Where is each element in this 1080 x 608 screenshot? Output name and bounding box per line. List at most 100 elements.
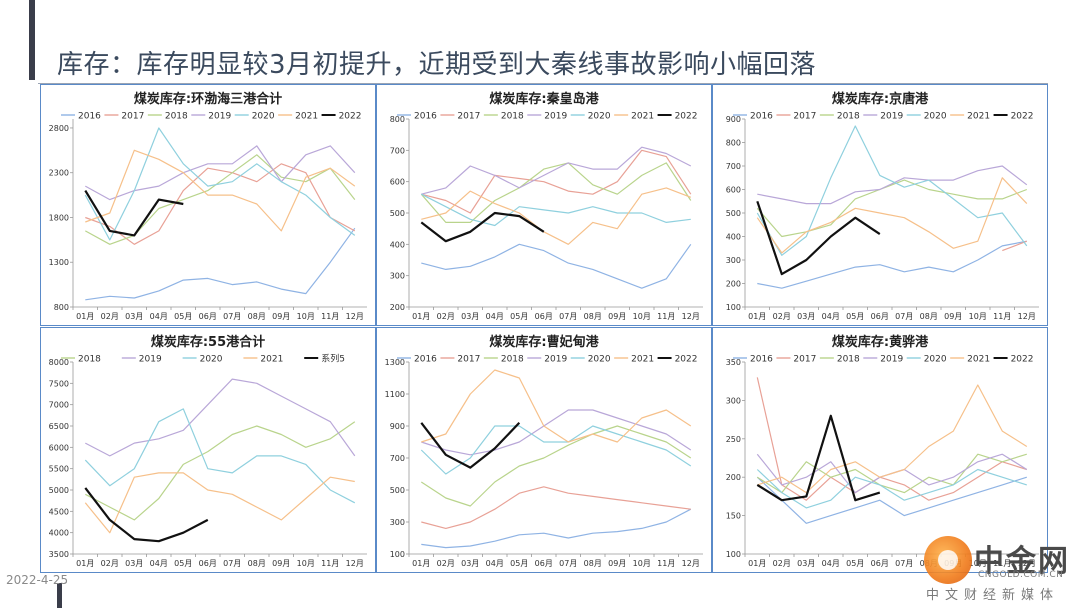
series-line-2016 (756, 476, 1027, 524)
chart-panel-caofeidian: 煤炭库存:曹妃甸港 2016 2017 2018 2019 2020 2021 2022 100… (376, 327, 712, 573)
series-line-2022 (84, 190, 184, 237)
watermark-url: CNGOLD.COM.CN (978, 570, 1064, 580)
y-tick-label: 200 (726, 473, 741, 482)
accent-bar-bottom (57, 583, 62, 608)
series-line-2020 (756, 125, 1028, 256)
series-line-2020 (756, 468, 1027, 509)
y-tick-label: 350 (726, 358, 741, 367)
series-line-2021 (756, 177, 1028, 254)
x-tick-label: 03月 (797, 559, 815, 568)
x-tick-label: 03月 (797, 312, 815, 321)
legend-label: 2017 (457, 112, 480, 122)
y-tick-label: 7000 (49, 401, 69, 410)
y-tick-label: 500 (390, 209, 405, 218)
x-tick-label: 06月 (535, 559, 553, 568)
legend-label: 2019 (208, 112, 231, 122)
x-tick-label: 01月 (76, 559, 94, 568)
x-tick-label: 02月 (437, 559, 455, 568)
y-tick-label: 700 (390, 454, 405, 463)
chart-panel-jingtang: 煤炭库存:京唐港 2016 2017 2018 2019 2020 2021 2022 100 2… (712, 84, 1048, 326)
legend-label: 2021 (967, 112, 990, 122)
y-tick-label: 1100 (385, 390, 405, 399)
legend-label: 2021 (260, 355, 283, 365)
legend-label: 2020 (252, 112, 275, 122)
series-line-2021 (421, 369, 692, 443)
series-line-2021 (757, 384, 1028, 494)
x-tick-label: 10月 (633, 312, 651, 321)
x-tick-label: 11月 (657, 559, 675, 568)
x-tick-label: 01月 (412, 312, 430, 321)
x-tick-label: 09月 (608, 312, 626, 321)
x-tick-label: 07月 (559, 312, 577, 321)
series-line-2016 (421, 243, 692, 289)
x-tick-label: 12月 (1018, 312, 1036, 321)
y-tick-label: 5000 (49, 486, 69, 495)
date-label: 2022-4-25 (6, 573, 69, 587)
series-line-系列5 (84, 487, 209, 543)
legend-label: 2021 (967, 355, 990, 365)
x-tick-label: 09月 (272, 559, 290, 568)
accent-bar-top (29, 0, 35, 80)
y-tick-label: 900 (726, 115, 741, 124)
y-tick-label: 400 (726, 233, 741, 242)
y-tick-label: 800 (390, 115, 405, 124)
legend-label: 2016 (414, 355, 437, 365)
y-tick-label: 600 (726, 186, 741, 195)
series-line-2016 (85, 227, 356, 301)
series-line-2021 (85, 149, 356, 232)
x-tick-label: 11月 (993, 559, 1011, 568)
series-line-2017 (85, 163, 356, 245)
x-tick-label: 09月 (608, 559, 626, 568)
x-tick-label: 12月 (1018, 559, 1036, 568)
x-tick-label: 02月 (773, 312, 791, 321)
x-tick-label: 01月 (76, 312, 94, 321)
y-tick-label: 250 (726, 435, 741, 444)
legend-label: 2022 (1011, 112, 1034, 122)
x-tick-label: 06月 (535, 312, 553, 321)
x-tick-label: 05月 (510, 312, 528, 321)
y-tick-label: 800 (54, 303, 69, 312)
series-line-2020 (421, 193, 691, 227)
x-tick-label: 02月 (101, 559, 119, 568)
x-tick-label: 02月 (437, 312, 455, 321)
x-tick-label: 05月 (174, 312, 192, 321)
x-tick-label: 02月 (773, 559, 791, 568)
x-tick-label: 10月 (969, 312, 987, 321)
watermark-logo: 中金网 CNGOLD.COM.CN 中文财经新媒体 (920, 532, 1070, 606)
series-line-2021 (421, 187, 692, 245)
y-tick-label: 100 (726, 303, 741, 312)
y-tick-label: 300 (726, 256, 741, 265)
y-tick-label: 4000 (49, 529, 69, 538)
x-tick-label: 10月 (297, 559, 315, 568)
legend-label: 2018 (837, 355, 860, 365)
series-line-2019 (85, 378, 356, 457)
x-tick-label: 03月 (125, 559, 143, 568)
y-tick-label: 7500 (49, 379, 69, 388)
series-line-2018 (756, 453, 1027, 494)
x-tick-label: 07月 (895, 312, 913, 321)
series-line-2017 (421, 149, 692, 214)
x-tick-label: 11月 (657, 312, 675, 321)
legend-label: 2020 (924, 112, 947, 122)
x-tick-label: 11月 (321, 312, 339, 321)
legend-label: 2018 (78, 355, 101, 365)
y-tick-label: 100 (726, 550, 741, 559)
y-tick-label: 1300 (49, 258, 69, 267)
x-tick-label: 04月 (150, 559, 168, 568)
legend-label: 2019 (544, 355, 567, 365)
x-tick-label: 04月 (486, 312, 504, 321)
legend-label: 2020 (200, 355, 223, 365)
x-tick-label: 07月 (895, 559, 913, 568)
y-tick-label: 700 (390, 146, 405, 155)
x-tick-label: 01月 (748, 559, 766, 568)
y-tick-label: 5500 (49, 465, 69, 474)
x-tick-label: 05月 (846, 559, 864, 568)
y-tick-label: 4500 (49, 507, 69, 516)
y-tick-label: 500 (390, 486, 405, 495)
legend-label: 2017 (121, 112, 144, 122)
legend-label: 2017 (793, 355, 816, 365)
x-tick-label: 08月 (584, 312, 602, 321)
series-line-2020 (84, 408, 356, 504)
x-tick-label: 07月 (223, 559, 241, 568)
x-tick-label: 06月 (871, 312, 889, 321)
